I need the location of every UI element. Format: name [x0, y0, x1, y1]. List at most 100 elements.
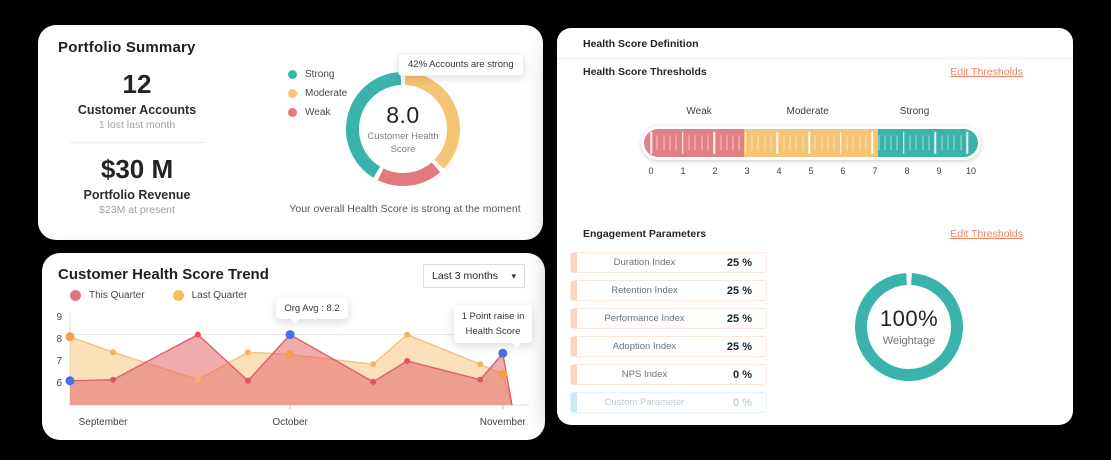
gauge-number: 3	[744, 166, 750, 176]
zone-label-moderate: Moderate	[786, 106, 829, 117]
gauge-tick	[827, 135, 829, 151]
gauge-tick	[960, 135, 962, 151]
gauge-tick	[865, 135, 867, 151]
row-accent-bar	[571, 309, 577, 328]
parameter-label: Performance Index	[604, 313, 685, 324]
donut-segment-weightage	[855, 273, 963, 381]
gauge-segment-strong	[877, 129, 978, 157]
donut-segment-strong	[346, 72, 402, 178]
gauge-tick	[688, 135, 690, 151]
legend-label: Last Quarter	[191, 290, 248, 301]
gauge-tick	[726, 135, 728, 151]
data-dot	[404, 358, 411, 364]
data-dot	[110, 349, 117, 356]
gauge-tick	[808, 131, 810, 155]
donut-segment-weak	[377, 162, 441, 186]
gauge-number: 4	[776, 166, 782, 176]
gauge-tick	[884, 135, 886, 151]
gauge-tick	[821, 135, 823, 151]
thresholds-section-header: Health Score Thresholds Edit Thresholds	[583, 66, 1023, 78]
gauge-tick	[953, 135, 955, 151]
gauge-tick	[694, 135, 696, 151]
gauge-tick	[707, 135, 709, 151]
gauge-tick	[966, 131, 968, 155]
health-score-gauge	[641, 126, 981, 160]
gauge-tick	[859, 135, 861, 151]
highlight-dot	[285, 330, 295, 340]
gauge-tick	[814, 135, 816, 151]
gauge-tick	[871, 131, 873, 155]
data-dot	[244, 349, 251, 356]
last-quarter-dot-icon	[172, 290, 184, 301]
gauge-tick	[896, 135, 898, 151]
legend-item-strong[interactable]: Strong	[288, 69, 347, 80]
health-definition-title: Health Score Definition	[583, 38, 699, 50]
stats-divider	[70, 142, 204, 143]
legend-item-last-quarter[interactable]: Last Quarter	[172, 290, 248, 301]
engagement-title: Engagement Parameters	[583, 228, 707, 240]
svg-text:9: 9	[56, 312, 62, 323]
thresholds-title: Health Score Thresholds	[583, 66, 707, 78]
data-dot	[110, 376, 117, 383]
legend-item-moderate[interactable]: Moderate	[288, 88, 347, 99]
gauge-tick	[947, 135, 949, 151]
gauge-tick	[663, 135, 665, 151]
gauge-tick	[701, 135, 703, 151]
gauge-number: 1	[680, 166, 686, 176]
parameter-value: 25 %	[726, 340, 752, 353]
gauge-number: 10	[965, 166, 977, 176]
svg-text:November: November	[480, 417, 527, 428]
parameter-value: 0 %	[733, 396, 752, 409]
gauge-tick	[783, 135, 785, 151]
strong-dot-icon	[288, 70, 297, 79]
parameter-label: NPS Index	[621, 369, 668, 380]
edit-thresholds-link[interactable]: Edit Thresholds	[950, 66, 1023, 78]
time-range-dropdown[interactable]: Last 3 months ▾	[423, 264, 525, 288]
gauge-tick	[934, 131, 937, 155]
gauge-tick	[795, 135, 797, 151]
parameter-label: Adoption Index	[612, 341, 677, 352]
gauge-tick	[789, 135, 791, 151]
health-score-footnote: Your overall Health Score is strong at t…	[289, 203, 521, 215]
gauge-tick	[802, 135, 804, 151]
weak-dot-icon	[288, 108, 297, 117]
gauge-segment-weak	[644, 129, 745, 157]
engagement-row-adoption-index: Adoption Index 25 %	[570, 336, 767, 357]
gauge-tick	[852, 135, 854, 151]
gauge-tick	[846, 135, 848, 151]
gauge-tick	[922, 135, 924, 151]
data-dot	[194, 376, 201, 383]
legend-label: Weak	[305, 107, 331, 118]
legend-label: This Quarter	[89, 290, 145, 301]
gauge-tick	[890, 135, 892, 151]
gauge-tick	[833, 135, 835, 151]
gauge-tick	[738, 135, 740, 151]
legend-label: Strong	[305, 69, 335, 80]
point-raise-tooltip: 1 Point raise in Health Score	[454, 305, 532, 349]
data-dot	[477, 361, 484, 368]
engagement-row-performance-index: Performance Index 25 %	[570, 308, 767, 329]
edit-thresholds-link[interactable]: Edit Thresholds	[950, 228, 1023, 240]
org-avg-tooltip: Org Avg : 8.2	[276, 298, 348, 324]
svg-text:8: 8	[56, 334, 62, 345]
gauge-tick	[720, 135, 722, 151]
data-dot	[65, 332, 75, 342]
health-donut-legend: Strong Moderate Weak	[288, 69, 347, 126]
svg-text:October: October	[272, 417, 308, 428]
legend-item-weak[interactable]: Weak	[288, 107, 347, 118]
gauge-tick	[675, 135, 677, 151]
gauge-tick	[650, 131, 652, 155]
engagement-row-retention-index: Retention Index 25 %	[570, 280, 767, 301]
legend-item-this-quarter[interactable]: This Quarter	[70, 290, 145, 301]
gauge-tick	[751, 135, 753, 151]
health-score-donut: 8.0 Customer Health Score	[345, 71, 461, 187]
gauge-tick	[928, 135, 930, 151]
gauge-ticks	[650, 129, 968, 157]
svg-text:September: September	[79, 417, 129, 428]
data-dot	[477, 376, 484, 383]
highlight-dot	[65, 376, 75, 386]
gauge-tick	[903, 131, 905, 155]
customer-accounts-label: Customer Accounts	[77, 103, 197, 117]
weightage-donut: 100% Weightage	[854, 272, 964, 382]
this-quarter-series	[69, 333, 513, 406]
